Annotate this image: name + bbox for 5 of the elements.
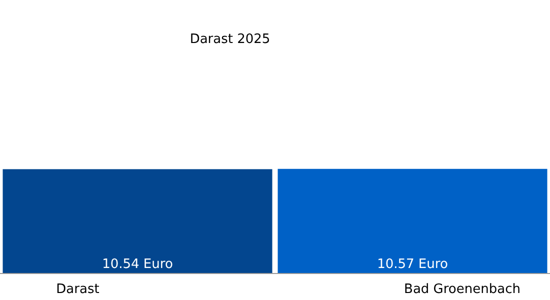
chart-title: Darast 2025 xyxy=(190,32,270,47)
x-tick-label: Bad Groenenbach xyxy=(404,282,520,297)
data-label: 10.54 Euro xyxy=(102,257,173,272)
data-label: 10.57 Euro xyxy=(377,257,448,272)
x-tick-label: Darast xyxy=(56,282,100,297)
